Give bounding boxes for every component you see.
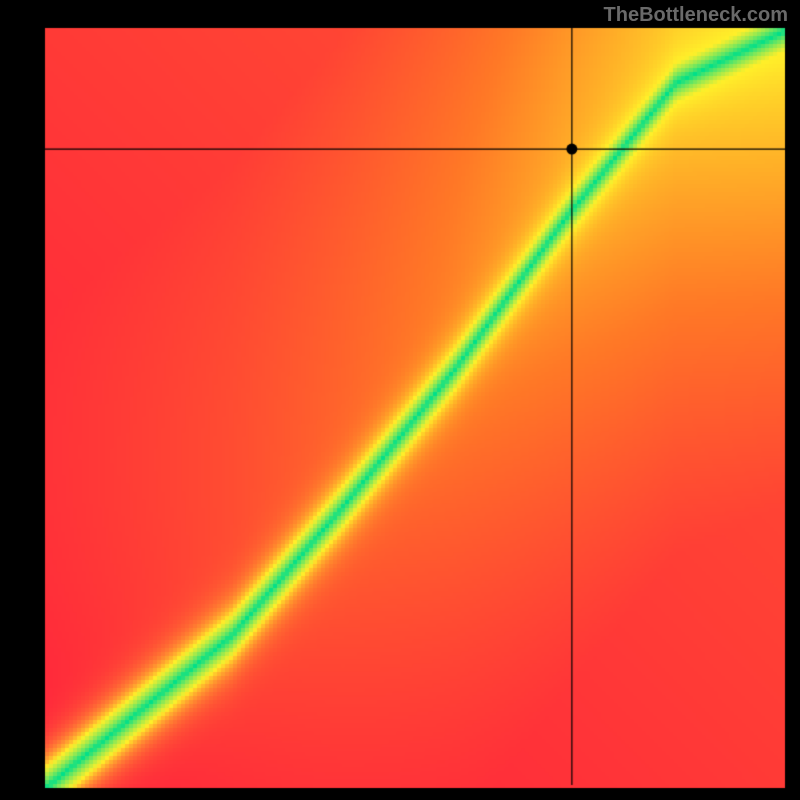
bottleneck-heatmap — [0, 0, 800, 800]
chart-wrapper: TheBottleneck.com — [0, 0, 800, 800]
